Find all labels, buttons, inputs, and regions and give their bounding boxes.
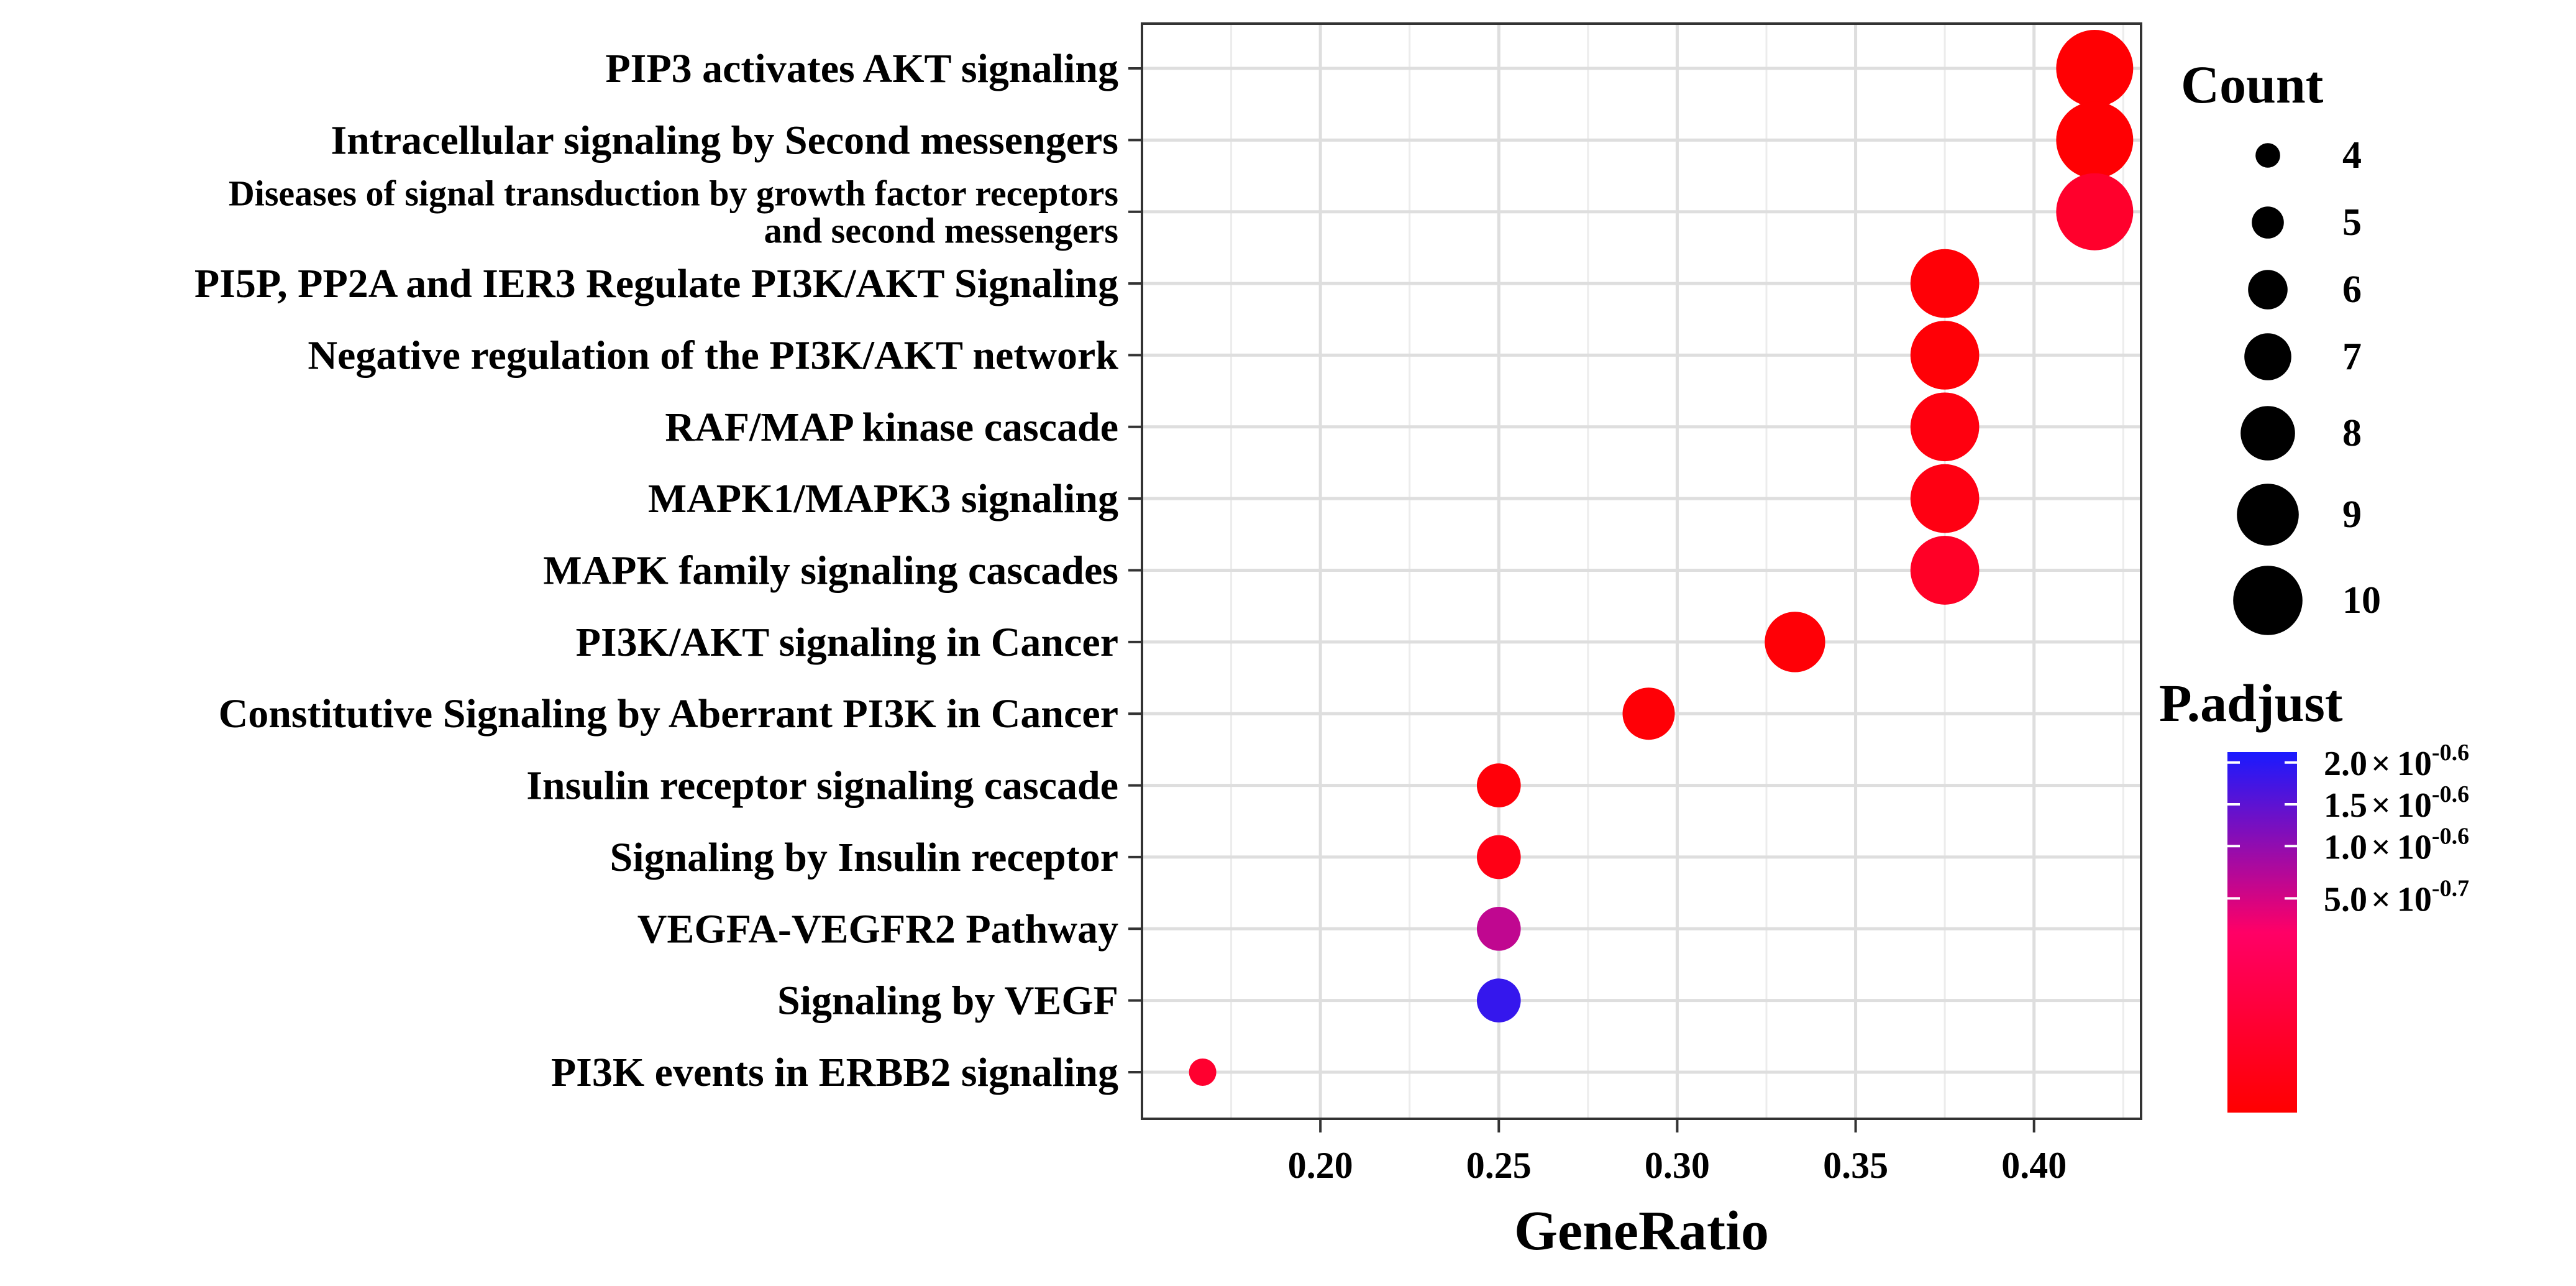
data-point (1910, 392, 1980, 462)
data-point (2056, 30, 2134, 107)
grid-lines (1142, 24, 2141, 1119)
color-legend: 5.0 × 10-0.71.0 × 10-0.61.5 × 10-0.62.0 × 10-0.6 (2227, 740, 2469, 919)
data-point (1765, 612, 1825, 673)
color-legend-title: P.adjust (2159, 673, 2343, 733)
data-point (1910, 249, 1980, 318)
color-bar-label: 5.0 × 10-0.7 (2324, 875, 2469, 919)
category-label: Negative regulation of the PI3K/AKT netw… (308, 333, 1118, 378)
x-tick-label: 0.30 (1645, 1145, 1710, 1186)
category-label: PI5P, PP2A and IER3 Regulate PI3K/AKT Si… (194, 261, 1118, 306)
data-point (2056, 101, 2134, 179)
color-bar-label-exponent: -0.6 (2432, 781, 2469, 807)
color-bar-label-mantissa: 1.5 (2324, 786, 2367, 825)
category-label: Signaling by VEGF (777, 978, 1118, 1023)
x-axis: 0.20 0.25 0.30 0.35 0.40 (1288, 1119, 2067, 1186)
color-bar-label-base: 10 (2397, 745, 2432, 783)
category-label-line: PIP3 activates AKT signaling (605, 46, 1118, 91)
color-bar (2227, 752, 2297, 1113)
category-label-line: RAF/MAP kinase cascade (665, 404, 1118, 449)
data-point (1910, 536, 1980, 605)
category-label: RAF/MAP kinase cascade (665, 404, 1118, 449)
category-label: VEGFA-VEGFR2 Pathway (637, 906, 1118, 952)
size-legend-label: 5 (2342, 201, 2362, 244)
category-label: PI3K events in ERBB2 signaling (551, 1050, 1118, 1095)
color-bar-label: 1.0 × 10-0.6 (2324, 823, 2469, 866)
x-tick-label: 0.35 (1823, 1145, 1888, 1186)
category-label: Intracellular signaling by Second messen… (331, 117, 1118, 163)
category-label: PI3K/AKT signaling in Cancer (576, 619, 1118, 664)
data-point (1910, 464, 1980, 533)
size-legend-key (2255, 143, 2280, 168)
data-point (1910, 321, 1980, 390)
category-label: Constitutive Signaling by Aberrant PI3K … (219, 691, 1118, 737)
x-tick-label: 0.20 (1288, 1145, 1353, 1186)
color-bar-label-base: 10 (2397, 828, 2432, 866)
color-bar-label: 2.0 × 10-0.6 (2324, 740, 2469, 783)
x-tick-label: 0.25 (1466, 1145, 1532, 1186)
color-bar-label-mantissa: 1.0 (2324, 828, 2367, 866)
color-bar-label-exponent: -0.6 (2432, 823, 2469, 849)
data-point (1476, 835, 1521, 880)
x-tick-label: 0.40 (2001, 1145, 2067, 1186)
x-axis-title: GeneRatio (1514, 1200, 1769, 1262)
color-bar-label-base: 10 (2397, 880, 2432, 919)
size-legend-key (2244, 333, 2291, 380)
category-label-line: MAPK1/MAPK3 signaling (648, 476, 1118, 521)
size-legend-key (2248, 270, 2288, 310)
color-bar-label-base: 10 (2397, 786, 2432, 825)
size-legend-label: 6 (2342, 269, 2362, 311)
size-legend-label: 8 (2342, 412, 2362, 454)
data-point (1476, 763, 1521, 807)
data-point (1476, 978, 1521, 1022)
size-legend-key (2237, 484, 2299, 546)
size-legend-label: 9 (2342, 494, 2362, 536)
category-label-line: Intracellular signaling by Second messen… (331, 117, 1118, 163)
size-legend-key (2252, 206, 2284, 239)
category-label-line: PI5P, PP2A and IER3 Regulate PI3K/AKT Si… (194, 261, 1118, 306)
size-legend-key (2240, 406, 2295, 461)
color-bar-label: 1.5 × 10-0.6 (2324, 781, 2469, 825)
category-label-line: Insulin receptor signaling cascade (526, 763, 1118, 808)
color-bar-label-times: × (2371, 828, 2391, 866)
category-label: MAPK family signaling cascades (543, 548, 1118, 593)
category-label-line: Signaling by VEGF (777, 978, 1118, 1023)
category-label: Signaling by Insulin receptor (610, 834, 1118, 880)
color-bar-label-times: × (2371, 786, 2391, 825)
category-label-line: Diseases of signal transduction by growt… (229, 173, 1118, 213)
category-label-line: PI3K/AKT signaling in Cancer (576, 619, 1118, 664)
color-bar-label-times: × (2371, 880, 2391, 919)
size-legend-label: 10 (2342, 579, 2381, 622)
category-label-line: and second messengers (764, 210, 1118, 250)
color-bar-label-mantissa: 5.0 (2324, 880, 2367, 919)
data-point (2056, 173, 2134, 250)
size-legend-label: 7 (2342, 336, 2362, 378)
color-bar-label-times: × (2371, 745, 2391, 783)
category-label: Diseases of signal transduction by growt… (229, 173, 1118, 250)
category-label-line: VEGFA-VEGFR2 Pathway (637, 906, 1118, 952)
category-label-line: Signaling by Insulin receptor (610, 834, 1118, 880)
category-label: Insulin receptor signaling cascade (526, 763, 1118, 808)
color-bar-label-exponent: -0.7 (2432, 875, 2469, 901)
category-label-line: Constitutive Signaling by Aberrant PI3K … (219, 691, 1118, 737)
size-legend-title: Count (2181, 55, 2324, 114)
size-legend-key (2233, 566, 2303, 635)
category-label: PIP3 activates AKT signaling (605, 46, 1118, 91)
category-label-line: Negative regulation of the PI3K/AKT netw… (308, 333, 1118, 378)
category-label-line: MAPK family signaling cascades (543, 548, 1118, 593)
data-point (1189, 1059, 1217, 1086)
color-bar-label-exponent: -0.6 (2432, 740, 2469, 766)
data-points (1189, 30, 2134, 1086)
color-bar-label-mantissa: 2.0 (2324, 745, 2367, 783)
size-legend: 4 5 6 7 8 9 10 (2233, 134, 2381, 635)
size-legend-label: 4 (2342, 134, 2362, 177)
data-point (1476, 906, 1521, 951)
category-labels: PIP3 activates AKT signaling Intracellula… (194, 46, 1142, 1095)
category-label: MAPK1/MAPK3 signaling (648, 476, 1118, 521)
category-label-line: PI3K events in ERBB2 signaling (551, 1050, 1118, 1095)
data-point (1622, 687, 1675, 740)
